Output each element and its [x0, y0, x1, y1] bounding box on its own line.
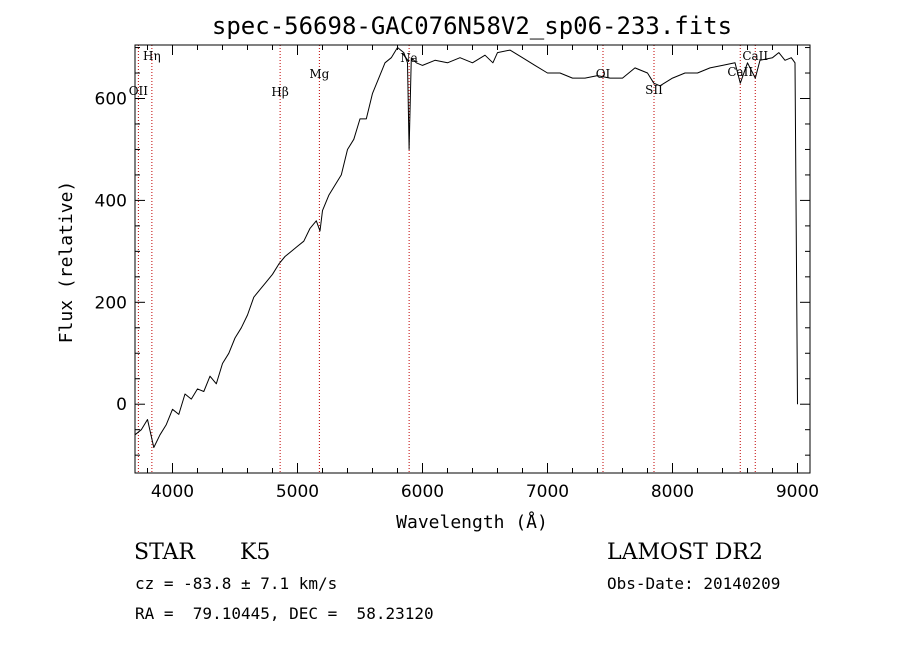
obs-date: Obs-Date: 20140209	[607, 574, 781, 593]
object-class: STAR	[134, 540, 195, 565]
spectral-line-markers: Hη OII Hβ Mg Na OI SII CaII CaII	[129, 45, 768, 473]
x-tick-label: 5000	[276, 482, 319, 502]
object-subclass: K5	[240, 540, 271, 565]
spectral-line-label-5: OI	[596, 67, 611, 81]
chart-title: spec-56698-GAC076N58V2_sp06-233.fits	[212, 12, 732, 40]
x-tick-label: 8000	[651, 482, 694, 502]
x-tick-label: 7000	[526, 482, 569, 502]
spectrum-series	[134, 47, 798, 448]
spectral-line-label-8: CaII	[742, 49, 768, 63]
y-tick-label: 400	[95, 191, 127, 211]
spectral-line-label-2: Hβ	[271, 85, 288, 99]
plot-frame	[134, 44, 811, 474]
redshift-cz: cz = -83.8 ± 7.1 km/s	[135, 574, 338, 593]
y-tick-label: 600	[95, 90, 127, 110]
x-tick-label: 6000	[401, 482, 444, 502]
spectral-line-label-6: SII	[645, 83, 663, 97]
spectrum-line-0	[134, 47, 798, 448]
y-axis-label: Flux (relative)	[56, 181, 77, 344]
x-axis-label: Wavelength (Å)	[396, 511, 548, 533]
spectral-line-label-4: Na	[400, 51, 418, 65]
x-tick-label: 9000	[776, 482, 819, 502]
spectral-line-label-1: OII	[129, 84, 149, 98]
y-tick-label: 0	[116, 395, 127, 415]
spectral-line-label-7: CaII	[727, 65, 753, 79]
survey-label: LAMOST DR2	[607, 540, 763, 565]
axis-ticks: 4000 5000 6000 7000 8000 9000 0 200 400 600	[95, 45, 819, 502]
spectral-line-label-3: Mg	[309, 67, 329, 81]
coordinates: RA = 79.10445, DEC = 58.23120	[135, 604, 434, 623]
y-tick-label: 200	[95, 293, 127, 313]
spectral-line-label-0: Hη	[143, 49, 161, 63]
x-tick-label: 4000	[151, 482, 194, 502]
